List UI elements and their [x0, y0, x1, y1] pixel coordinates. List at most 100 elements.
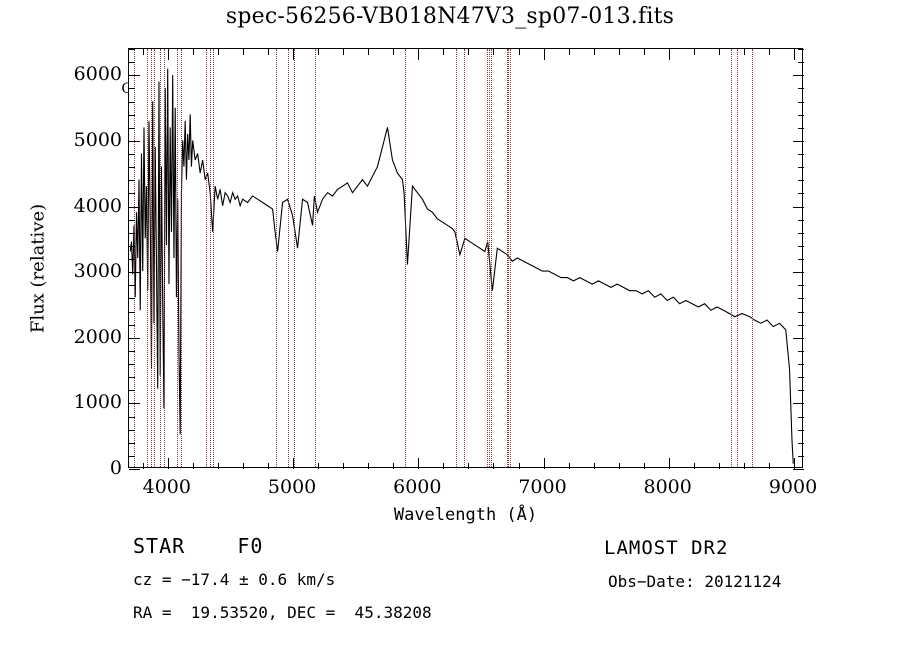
y-axis-minor-tick: [798, 219, 804, 221]
x-axis-tick-mark: [543, 49, 545, 60]
x-axis-tick-label: 4000: [142, 476, 191, 498]
x-axis-label: Wavelength (Å): [393, 505, 538, 525]
y-axis-minor-tick: [798, 324, 804, 326]
y-axis-minor-tick: [129, 350, 135, 352]
spectral-line-marker: [275, 49, 277, 467]
spectral-line-marker: [213, 49, 215, 467]
x-axis-minor-tick: [518, 463, 520, 469]
y-axis-tick-mark: [793, 140, 804, 142]
spectral-line-marker: [287, 49, 289, 467]
y-axis-label: Flux (relative): [27, 203, 49, 334]
x-axis-minor-tick: [568, 463, 570, 469]
y-axis-minor-tick: [129, 49, 135, 50]
y-axis-minor-tick: [798, 245, 804, 247]
survey-name-text: LAMOST DR2: [604, 537, 729, 559]
x-axis-minor-tick: [468, 463, 470, 469]
y-axis-minor-tick: [129, 180, 135, 182]
x-axis-tick-label: 5000: [267, 476, 317, 498]
y-axis-minor-tick: [798, 180, 804, 182]
spectral-line-marker: [731, 49, 733, 467]
spectral-line-marker: [210, 49, 212, 467]
y-axis-minor-tick: [798, 154, 804, 155]
x-axis-minor-tick: [318, 463, 320, 469]
x-axis-minor-tick: [693, 463, 695, 469]
y-axis-minor-tick: [129, 193, 135, 195]
x-axis-minor-tick: [593, 463, 595, 469]
spectral-line-marker: [176, 49, 178, 467]
x-axis-minor-tick: [368, 49, 370, 55]
x-axis-minor-tick: [593, 49, 595, 55]
x-axis-tick-mark: [668, 49, 670, 60]
spectral-line-marker: [153, 49, 155, 467]
y-axis-tick-mark: [793, 337, 804, 339]
spectral-line-marker: [147, 49, 149, 467]
spectral-line-marker: [455, 49, 457, 467]
x-axis-minor-tick: [217, 49, 219, 55]
x-axis-minor-tick: [192, 463, 194, 469]
spectral-line-marker: [508, 49, 509, 467]
x-axis-minor-tick: [693, 49, 695, 55]
y-axis-minor-tick: [798, 377, 804, 379]
x-axis-minor-tick: [743, 49, 745, 55]
y-axis-minor-tick: [798, 442, 804, 444]
spectral-line-marker: [206, 49, 207, 467]
y-axis-minor-tick: [798, 455, 804, 457]
x-axis-minor-tick: [493, 49, 495, 55]
x-axis-tick-label: 6000: [393, 476, 442, 498]
y-axis-tick-mark: [793, 75, 804, 77]
y-axis-minor-tick: [129, 88, 135, 90]
y-axis-minor-tick: [798, 364, 804, 365]
spectral-line-marker: [404, 49, 406, 467]
x-axis-tick-mark: [293, 49, 295, 60]
x-axis-tick-mark: [167, 458, 169, 469]
coordinates-text: RA = 19.53520, DEC = 45.38208: [133, 603, 432, 622]
x-axis-tick-mark: [293, 458, 295, 469]
y-axis-minor-tick: [798, 49, 804, 50]
y-axis-tick-mark: [129, 469, 140, 470]
y-axis-minor-tick: [129, 442, 135, 444]
x-axis-minor-tick: [343, 49, 345, 55]
y-axis-minor-tick: [129, 101, 135, 103]
spectral-line-marker: [751, 49, 753, 467]
y-axis-tick-mark: [129, 75, 140, 77]
x-axis-minor-tick: [368, 463, 370, 469]
y-axis-minor-tick: [798, 62, 804, 64]
y-axis-tick-label-layer: 0 1000 2000 3000 4000 5000 6000: [50, 48, 122, 479]
y-axis-tick-mark: [793, 206, 804, 208]
spectral-line-marker: [163, 49, 165, 467]
y-axis-tick-label: 5000: [73, 128, 122, 151]
y-axis-tick-label: 3000: [73, 260, 122, 283]
y-axis-minor-tick: [798, 416, 804, 418]
y-axis-minor-tick: [129, 154, 135, 155]
spectral-line-marker: [486, 49, 488, 467]
y-axis-minor-tick: [129, 127, 135, 129]
x-axis-minor-tick: [718, 463, 720, 469]
x-axis-minor-tick: [618, 49, 620, 55]
x-axis-minor-tick: [318, 49, 320, 55]
y-axis-minor-tick: [798, 101, 804, 103]
x-axis-minor-tick: [393, 463, 395, 469]
y-axis-minor-tick: [798, 114, 804, 116]
y-axis-minor-tick: [129, 324, 135, 326]
y-axis-tick-mark: [129, 337, 140, 339]
y-axis-minor-tick: [129, 232, 135, 234]
x-axis-minor-tick: [243, 463, 244, 469]
y-axis-tick-mark: [793, 272, 804, 274]
x-axis-tick-mark: [167, 49, 169, 60]
x-axis-minor-tick: [243, 49, 244, 55]
y-axis-minor-tick: [798, 232, 804, 234]
page-title: spec-56256-VB018N47V3_sp07-013.fits: [225, 4, 675, 29]
x-axis-tick-mark: [668, 458, 670, 469]
x-axis-tick-label: 8000: [643, 476, 692, 498]
spectral-line-marker: [133, 49, 135, 467]
x-axis-minor-tick: [643, 463, 645, 469]
spectral-line-marker: [463, 49, 465, 467]
y-axis-tick-mark: [129, 140, 140, 142]
x-axis-minor-tick: [768, 463, 770, 469]
redshift-velocity-text: cz = −17.4 ± 0.6 km/s: [133, 570, 336, 589]
x-axis-minor-tick: [718, 49, 720, 55]
y-axis-tick-label: 0: [109, 457, 122, 479]
y-axis-minor-tick: [129, 429, 135, 431]
y-axis-minor-tick: [129, 219, 135, 221]
